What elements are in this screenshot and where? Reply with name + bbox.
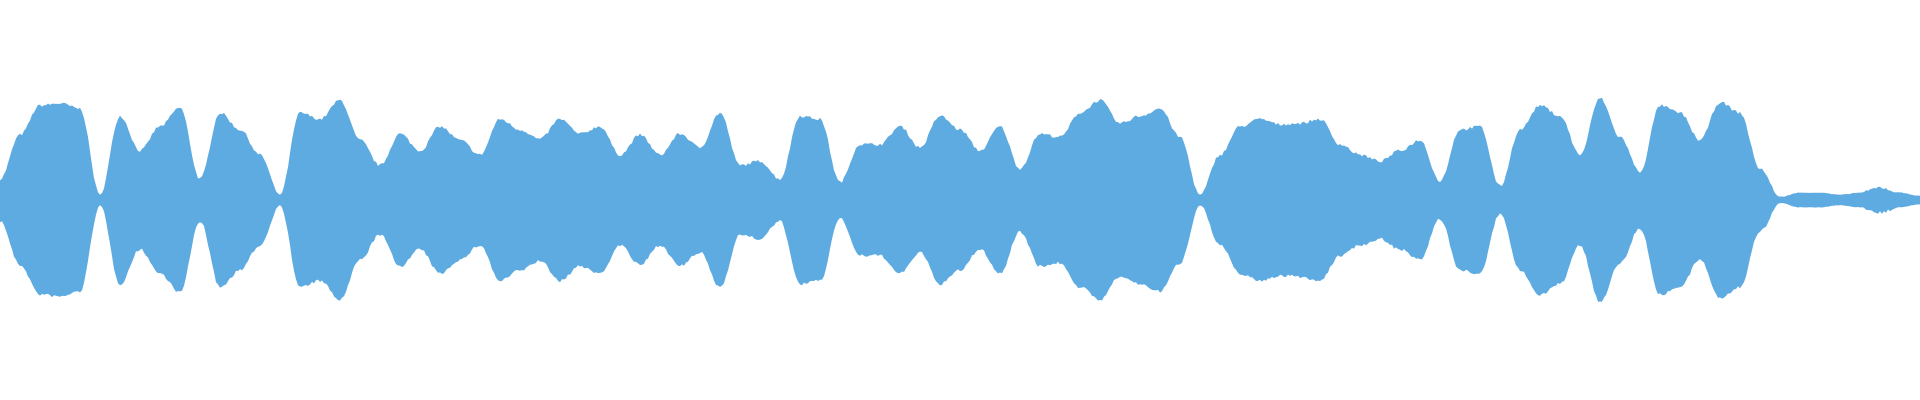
waveform-shape bbox=[0, 97, 1920, 302]
